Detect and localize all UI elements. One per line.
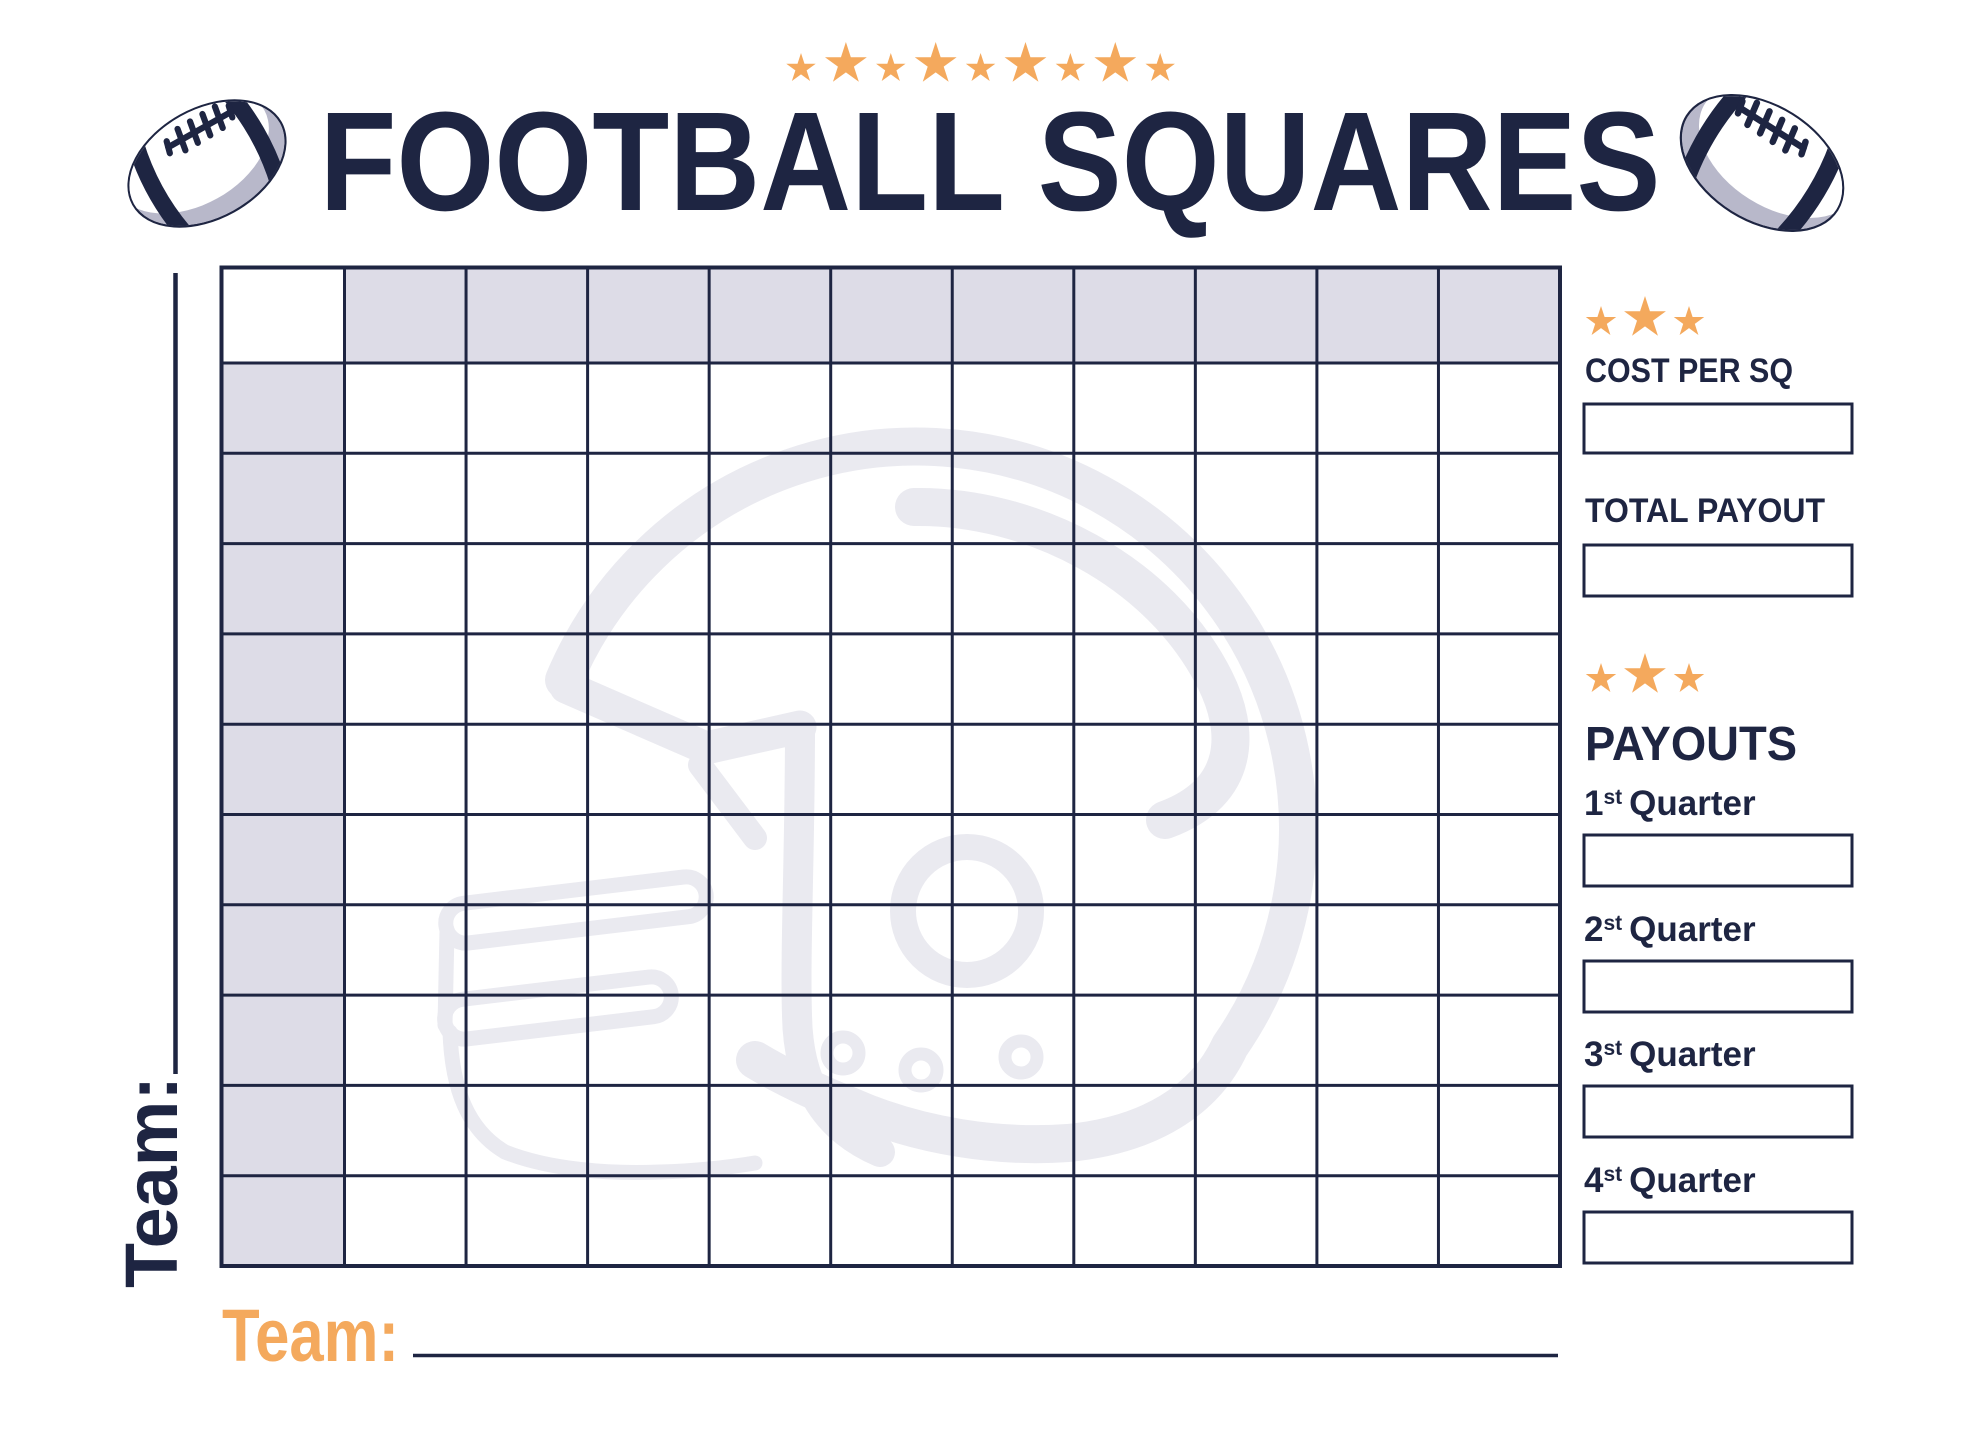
svg-text:TOTAL PAYOUT: TOTAL PAYOUT xyxy=(1585,492,1825,530)
svg-text:Team:: Team: xyxy=(222,1294,399,1377)
svg-text:PAYOUTS: PAYOUTS xyxy=(1585,718,1797,771)
svg-text:COST PER SQ: COST PER SQ xyxy=(1585,352,1793,390)
svg-text:FOOTBALL SQUARES: FOOTBALL SQUARES xyxy=(320,82,1661,240)
svg-text:Team:: Team: xyxy=(110,1076,193,1288)
